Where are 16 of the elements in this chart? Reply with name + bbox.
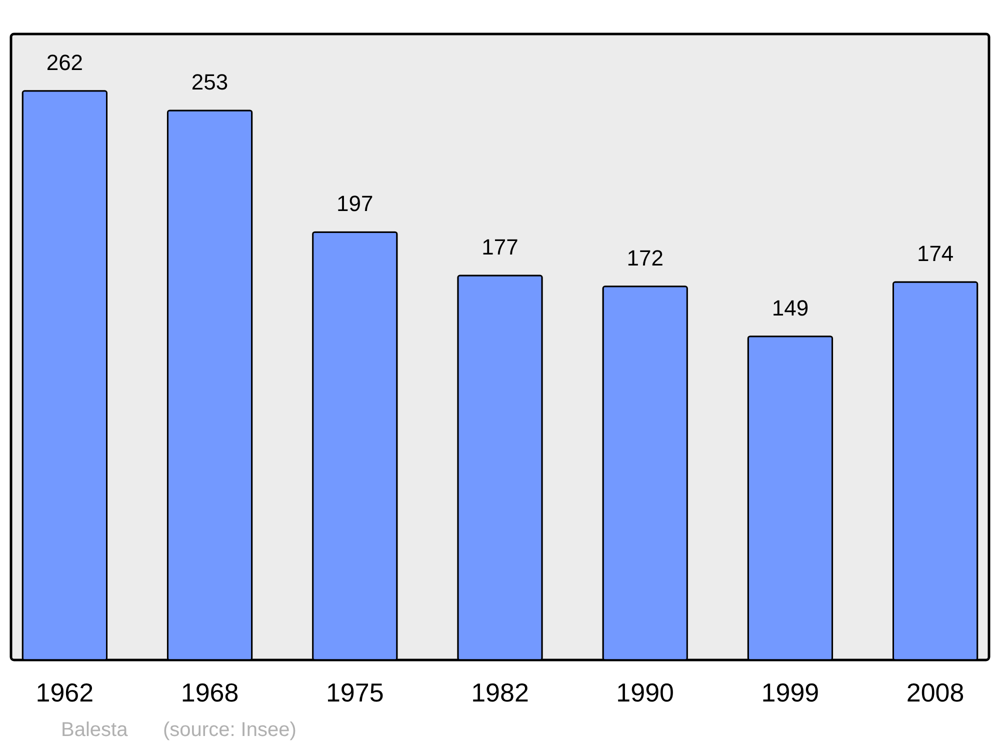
data-label: 172 [626, 245, 664, 270]
data-label: 149 [772, 295, 809, 320]
data-label: 262 [46, 50, 84, 75]
x-tick-label: 1982 [471, 678, 529, 708]
text: Balesta [61, 719, 129, 741]
x-tick-label: 2008 [906, 678, 964, 708]
x-tick-label: 1975 [326, 678, 384, 708]
text: (source: Insee) [163, 719, 296, 741]
data-label: 197 [336, 191, 374, 216]
x-tick-label: 1968 [180, 678, 239, 708]
data-label: 177 [482, 234, 518, 260]
data-label: 253 [191, 69, 228, 94]
x-tick-label: 1962 [36, 678, 94, 708]
x-tick-label: 1990 [616, 678, 674, 708]
x-tick-label: 1999 [761, 678, 820, 708]
data-label: 174 [916, 241, 954, 266]
